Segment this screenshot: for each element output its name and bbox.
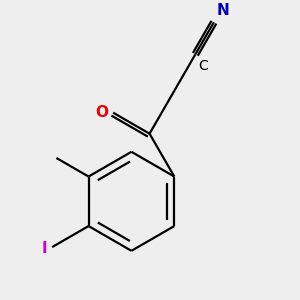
Text: O: O	[95, 105, 109, 120]
Text: I: I	[42, 241, 47, 256]
Text: N: N	[217, 3, 230, 18]
Text: C: C	[198, 59, 208, 73]
